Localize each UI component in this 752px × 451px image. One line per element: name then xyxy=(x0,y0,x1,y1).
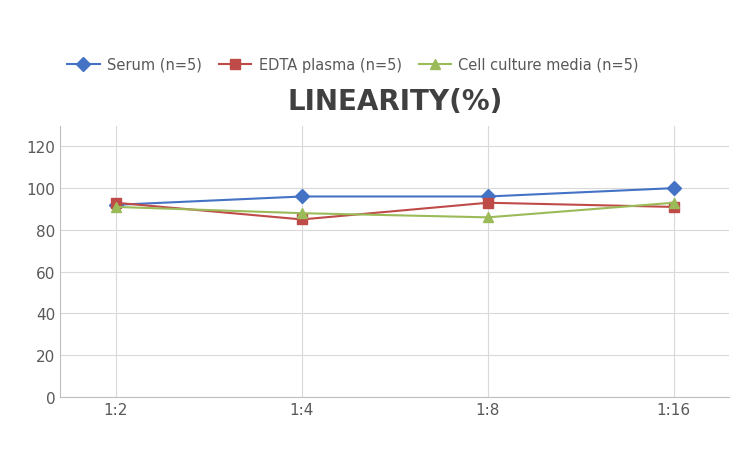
Line: Cell culture media (n=5): Cell culture media (n=5) xyxy=(111,198,678,223)
Cell culture media (n=5) xyxy=(484,215,493,221)
Title: LINEARITY(%): LINEARITY(%) xyxy=(287,87,502,115)
Serum (n=5) xyxy=(111,202,120,208)
Cell culture media (n=5) xyxy=(111,205,120,210)
Legend: Serum (n=5), EDTA plasma (n=5), Cell culture media (n=5): Serum (n=5), EDTA plasma (n=5), Cell cul… xyxy=(68,58,639,73)
Serum (n=5) xyxy=(484,194,493,200)
EDTA plasma (n=5) xyxy=(297,217,306,223)
EDTA plasma (n=5) xyxy=(111,201,120,206)
Line: Serum (n=5): Serum (n=5) xyxy=(111,184,678,210)
Cell culture media (n=5) xyxy=(669,201,678,206)
Serum (n=5) xyxy=(297,194,306,200)
Line: EDTA plasma (n=5): EDTA plasma (n=5) xyxy=(111,198,678,225)
Serum (n=5) xyxy=(669,186,678,191)
EDTA plasma (n=5) xyxy=(669,205,678,210)
Cell culture media (n=5) xyxy=(297,211,306,216)
EDTA plasma (n=5) xyxy=(484,201,493,206)
